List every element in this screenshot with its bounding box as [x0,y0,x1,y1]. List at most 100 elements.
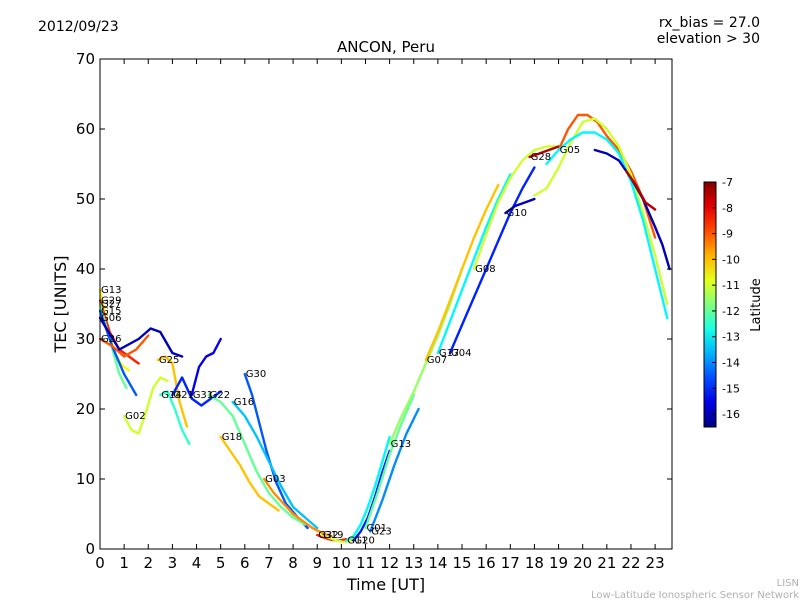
y-tick-label: 10 [76,470,95,488]
series-label: G21 [173,390,193,401]
y-axis-label: TEC [UNITS] [51,256,70,354]
series-label: G18 [222,432,242,443]
x-tick-label: 12 [380,554,399,572]
chart-title: ANCON, Peru [337,38,435,56]
x-tick-label: 6 [240,554,250,572]
colorbar-tick-label: -16 [722,408,740,421]
x-tick-label: 4 [192,554,202,572]
series-line [207,393,307,526]
series-label: G31 [193,390,213,401]
series-label: G16 [234,397,254,408]
x-tick-label: 10 [332,554,351,572]
x-tick-label: 15 [452,554,471,572]
x-tick-label: 7 [264,554,274,572]
series-line [156,355,189,428]
x-tick-label: 18 [525,554,544,572]
axes-layer: 0 1 2 3 4 5 6 7 8 9 10 11 12 13 14 15 16 17 18 19 20 21 22 2301… [76,50,672,572]
colorbar-tick-label: -13 [722,331,740,344]
bias-label: rx_bias = 27.0 [659,15,760,31]
x-tick-label: 20 [573,554,592,572]
x-tick-label: 23 [646,554,665,572]
y-tick-label: 50 [76,190,95,208]
series-label: G15 [101,306,121,317]
x-tick-label: 5 [216,554,226,572]
series-label: G13 [101,285,121,296]
series-label: G14 [161,390,181,401]
series-label: G17 [439,348,459,359]
footer-lisn: LISN [777,578,799,589]
series-line [504,197,536,215]
series-line [436,173,512,355]
y-tick-label: 60 [76,120,95,138]
colorbar: -7 -8 -9 -10 -11 -12 -13 -14 -15 -16 [703,176,740,428]
series-label: G04 [451,348,471,359]
series-label: G30 [246,369,266,380]
series-label: G28 [531,152,551,163]
series-label: G11 [347,536,367,547]
series-label: G05 [560,145,580,156]
x-tick-label: 2 [143,554,153,572]
colorbar-label: Latitude [749,278,764,332]
colorbar-tick-label: -8 [722,202,733,215]
date-label: 2012/09/23 [38,19,119,35]
x-tick-label: 13 [404,554,423,572]
y-tick-label: 30 [76,330,95,348]
series-line [472,145,560,271]
y-tick-label: 40 [76,260,95,278]
series-label: G07 [427,355,447,366]
colorbar-tick-label: -10 [722,253,740,266]
series-line [388,267,464,446]
series-line [98,316,184,358]
series-line [219,435,280,512]
series-line [98,334,150,358]
colorbar-tick-label: -7 [722,176,733,189]
series-label: G19 [323,530,343,541]
colorbar-tick-label: -14 [722,357,740,370]
series-label: G03 [265,474,285,485]
x-tick-label: 3 [168,554,178,572]
x-tick-label: 14 [428,554,447,572]
colorbar-tick-label: -12 [722,305,740,318]
series-line [557,113,657,239]
x-tick-label: 16 [477,554,496,572]
x-tick-label: 9 [312,554,322,572]
series-line [364,393,415,530]
series-line [528,145,560,159]
x-tick-label: 19 [549,554,568,572]
series-line [231,400,319,530]
colorbar-tick-label: -11 [722,279,740,292]
series-line [345,435,391,542]
series-line [190,337,222,397]
y-tick-label: 20 [76,400,95,418]
colorbar-tick-label: -15 [722,382,740,395]
series-line [243,372,309,530]
series-label: G32 [318,530,338,541]
colorbar-tick-label: -9 [722,228,733,241]
x-tick-label: 1 [119,554,129,572]
elevation-label: elevation > 30 [657,31,760,47]
plot-frame [99,58,673,550]
series-labels: G13G29G27G15G26G02G25G14G21G31G06G30G18G… [101,145,580,547]
y-tick-label: 0 [85,540,95,558]
series-line [369,407,420,533]
series-line [320,533,360,544]
series-line [262,477,333,538]
series-label: G02 [125,411,145,422]
series-line [624,169,657,211]
series-label: G13 [391,439,411,450]
x-tick-label: 17 [501,554,520,572]
series-line [448,166,536,355]
series-label: G27 [101,299,121,310]
series-label: G01 [367,523,387,534]
x-tick-label: 22 [621,554,640,572]
colorbar-gradient [703,181,717,428]
footer-network: Low-Latitude Ionospheric Sensor Network [591,590,799,600]
series-label: G29 [101,296,121,307]
x-axis-label: Time [UT] [346,575,425,594]
series-label: G23 [371,527,391,538]
series-layer [98,113,671,544]
x-tick-label: 21 [597,554,616,572]
series-line [122,376,169,435]
series-line [533,117,669,306]
